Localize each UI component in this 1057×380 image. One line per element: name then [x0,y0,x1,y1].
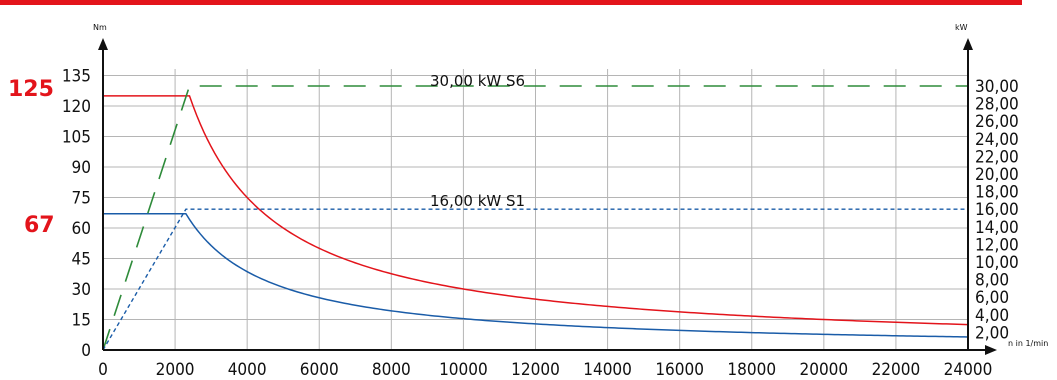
x-tick-label: 16000 [655,360,704,380]
curve-torque_s1 [103,213,969,338]
right-tick-label: 20,00 [975,165,1019,185]
right-tick-label: 14,00 [975,218,1019,238]
x-tick-label: 20000 [800,360,849,380]
x-axis-unit: n in 1/min [1008,339,1048,348]
right-axis-arrow-icon [963,38,973,50]
x-tick-label: 0 [98,360,108,380]
left-tick-label: 105 [62,128,91,148]
x-tick-label: 24000 [944,360,993,380]
left-tick-label: 15 [72,311,91,331]
left-tick-label: 75 [72,189,91,209]
x-tick-label: 6000 [300,360,339,380]
top-red-bar [0,0,1022,5]
right-tick-label: 18,00 [975,183,1019,203]
x-tick-label: 12000 [511,360,560,380]
right-tick-label: 24,00 [975,130,1019,150]
x-tick-label: 4000 [228,360,267,380]
curves-group [102,85,969,351]
left-tick-label: 90 [72,158,91,178]
left-tick-label: 135 [62,67,91,87]
right-tick-label: 22,00 [975,147,1019,167]
axes-group [98,38,997,355]
left-axis-unit: Nm [93,23,107,32]
x-tick-label: 10000 [439,360,488,380]
curve-power_s1 [102,208,968,351]
x-tick-label: 2000 [156,360,195,380]
right-axis-unit: kW [955,23,968,32]
right-tick-label: 26,00 [975,112,1019,132]
right-tick-label: 28,00 [975,95,1019,115]
right-tick-label: 6,00 [975,288,1009,308]
right-tick-label: 30,00 [975,77,1019,97]
right-tick-label: 12,00 [975,235,1019,255]
x-tick-label: 14000 [583,360,632,380]
highlight-label-67: 67 [24,213,55,238]
left-tick-label: 45 [72,250,91,270]
x-axis-arrow-icon [985,345,997,355]
highlight-label-125: 125 [8,77,54,102]
s1-annotation: 16,00 kW S1 [430,192,525,210]
x-tick-labels: 0 2000 4000 6000 8000 10000 12000 14000 16000 180… [98,360,992,380]
x-tick-label: 22000 [872,360,921,380]
right-tick-label: 16,00 [975,200,1019,220]
left-axis-arrow-icon [98,38,108,50]
left-tick-label: 120 [62,97,91,117]
right-tick-label: 2,00 [975,323,1009,343]
left-tick-label: 0 [81,341,91,361]
right-tick-labels: 2,004,006,008,0010,0012,0014,0016,0018,0… [975,77,1019,343]
x-tick-label: 18000 [727,360,776,380]
right-tick-label: 10,00 [975,253,1019,273]
curve-power_s6 [102,85,968,351]
left-tick-label: 60 [72,219,91,239]
left-tick-labels: 0 15 30 45 60 75 90 105 120 135 [62,67,91,362]
curve-torque_s6 [103,95,969,326]
right-tick-label: 4,00 [975,306,1009,326]
x-tick-label: 8000 [372,360,411,380]
s6-annotation: 30,00 kW S6 [430,72,525,90]
right-tick-label: 8,00 [975,271,1009,291]
left-tick-label: 30 [72,280,91,300]
